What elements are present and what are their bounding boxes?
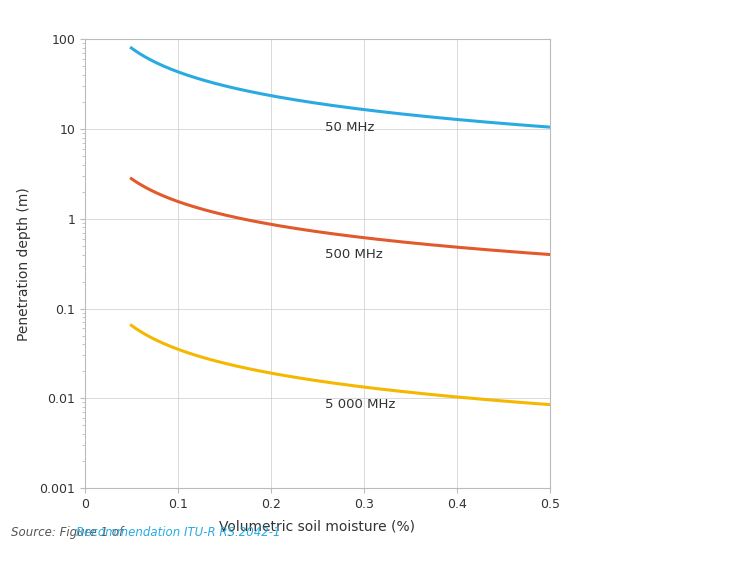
X-axis label: Volumetric soil moisture (%): Volumetric soil moisture (%) — [219, 519, 415, 533]
Text: Surface penetration depth of an incident radar wave versus volumetric soil
moist: Surface penetration depth of an incident… — [13, 17, 661, 53]
Y-axis label: Penetration depth (m): Penetration depth (m) — [17, 187, 31, 341]
Text: .: . — [227, 526, 231, 539]
Text: Source: Figure 1 of: Source: Figure 1 of — [11, 526, 127, 539]
Text: 50 MHz: 50 MHz — [325, 121, 375, 134]
Text: 500 MHz: 500 MHz — [325, 248, 383, 261]
Text: Recommendation ITU-R RS.2042-1: Recommendation ITU-R RS.2042-1 — [76, 526, 280, 539]
Text: 5 000 MHz: 5 000 MHz — [325, 398, 396, 411]
